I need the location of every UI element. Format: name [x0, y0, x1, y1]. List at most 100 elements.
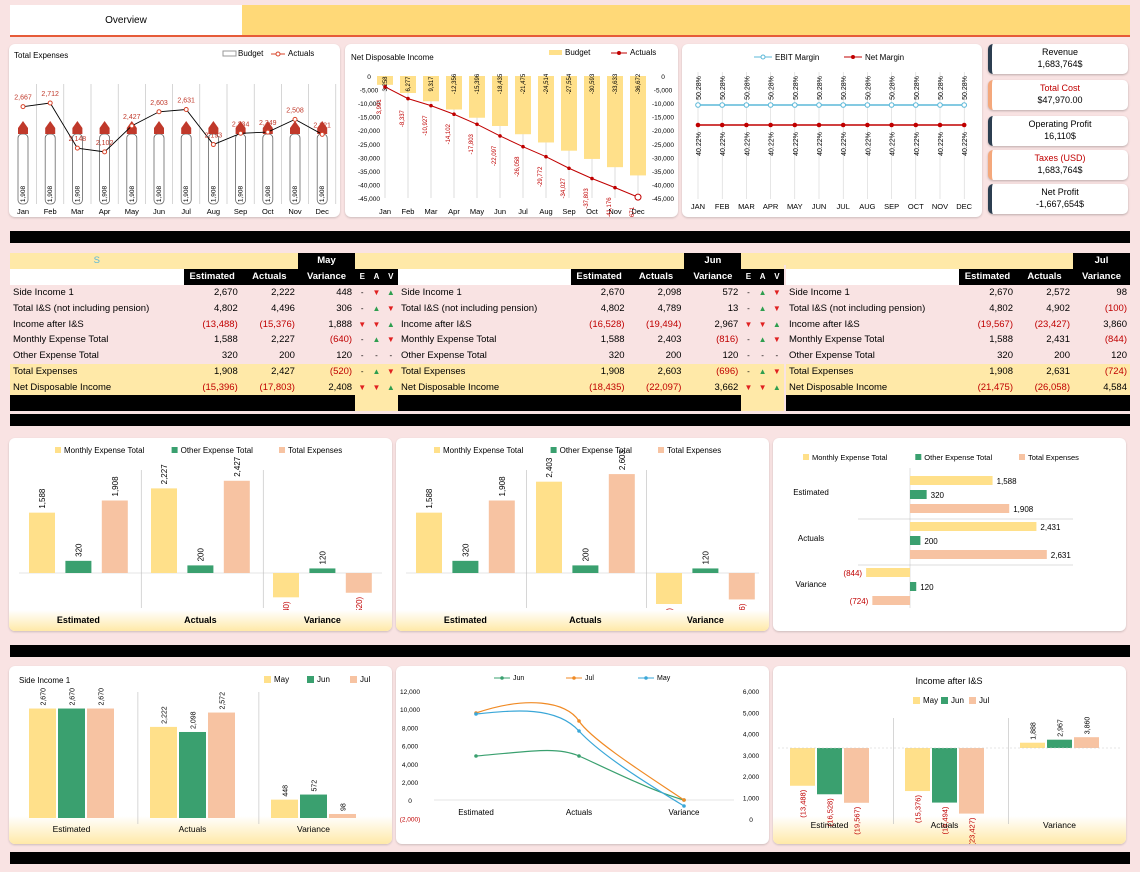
data-bar [29, 708, 56, 818]
col-variance: Variance [684, 268, 742, 285]
data-bar [790, 748, 815, 786]
x-tick-label: Sep [562, 207, 575, 216]
net-margin-point [695, 122, 701, 128]
actuals-point [74, 145, 80, 151]
category-label: Variance [669, 808, 701, 817]
ebit-value-label: 50.28% [938, 76, 945, 100]
x-tick-label: Feb [44, 207, 57, 216]
section-divider [10, 231, 1130, 243]
actuals-value-label: 2,321 [313, 122, 331, 129]
legend-swatch [222, 50, 237, 57]
y-tick-label: 8,000 [402, 725, 419, 732]
x-tick-label: Apr [99, 207, 111, 216]
row-label: Monthly Expense Total [789, 334, 885, 346]
value-label: (23,427) [968, 817, 977, 844]
legend-swatch [307, 676, 314, 683]
budget-value-label: -15,396 [475, 73, 481, 94]
row-label: Side Income 1 [401, 286, 462, 298]
actuals-point [47, 100, 53, 106]
row-label: Net Disposable Income [786, 379, 960, 396]
data-bar [844, 748, 869, 803]
budget-value-label: 1,908 [265, 185, 272, 202]
trend-v-icon: ▼ [772, 303, 781, 313]
legend-label: Monthly Expense Total [443, 446, 524, 455]
ebit-value-label: 50.28% [865, 76, 872, 100]
actuals-point [383, 85, 387, 89]
trend-a-icon: ▼ [372, 319, 381, 329]
x-tick-label: Mar [425, 207, 438, 216]
value-label: 448 [283, 785, 290, 797]
trend-v-icon: ▲ [383, 379, 398, 396]
series-point [474, 712, 478, 716]
trend-v-icon: ▼ [383, 363, 398, 380]
data-bar [309, 568, 336, 573]
budget-bar [607, 76, 623, 168]
data-bar [872, 596, 910, 605]
x-tick-label: Dec [316, 207, 330, 216]
legend-label: Jul [360, 675, 370, 684]
value-label: 320 [931, 491, 945, 500]
estimated-cell: 320 [997, 350, 1013, 362]
legend-swatch [549, 50, 562, 55]
month-row: S May [10, 253, 398, 269]
ebit-point [695, 102, 701, 108]
actuals-point [544, 154, 548, 159]
legend-swatch [913, 697, 920, 704]
margin-chart: EBIT Margin Net Margin 50.28% 40.22% JAN 50.2… [682, 44, 982, 217]
budget-bar [584, 76, 600, 159]
legend-swatch [572, 676, 576, 680]
trend-v-icon: ▲ [769, 379, 784, 396]
ebit-point [961, 102, 968, 108]
actuals-cell: 4,789 [657, 302, 682, 314]
legend-label: Other Expense Total [181, 446, 254, 455]
legend-swatch [941, 697, 948, 704]
ebit-point [840, 102, 846, 108]
actuals-value-label: -29,772 [538, 166, 544, 187]
ebit-value-label: 50.28% [769, 76, 776, 100]
budget-value-label: -18,435 [498, 73, 504, 94]
col-v: V [769, 268, 784, 285]
y-tick-label-right: -15,000 [652, 115, 674, 122]
kpi-label: Taxes (USD) [1034, 153, 1086, 163]
y-tick-label: -35,000 [358, 169, 380, 176]
net-margin-value-label: 40.22% [962, 132, 969, 156]
value-label: 1,908 [111, 476, 120, 497]
data-bar [959, 748, 984, 814]
net-margin-value-label: 40.22% [841, 132, 848, 156]
ebit-point [743, 102, 750, 108]
budget-bar-cap [72, 121, 83, 134]
budget-bar-cap [181, 121, 192, 134]
legend-swatch [550, 447, 557, 453]
estimated-cell: (15,396) [183, 379, 241, 396]
legend-swatch [658, 447, 664, 453]
estimated-cell: (21,475) [959, 379, 1016, 396]
actuals-point [590, 176, 594, 181]
trend-v-icon: ▼ [769, 363, 784, 380]
net-margin-value-label: 40.22% [744, 132, 751, 156]
y-tick-label: 12,000 [400, 689, 420, 696]
legend-label: May [657, 675, 671, 682]
data-bar [208, 712, 235, 818]
legend-label: Monthly Expense Total [64, 446, 145, 455]
actuals-point [406, 96, 410, 101]
net-margin-value-label: 40.22% [914, 132, 921, 156]
tab-overview[interactable]: Overview [10, 5, 242, 35]
data-bar [273, 573, 299, 598]
legend-swatch [275, 51, 281, 57]
actuals-point [613, 185, 617, 190]
kpi-label: Revenue [1041, 47, 1079, 57]
actuals-value-label: 3,991 [377, 99, 383, 115]
budget-bar [492, 76, 508, 126]
y-tick-label: -45,000 [358, 196, 380, 203]
ebit-point [719, 102, 726, 108]
actuals-point [452, 112, 456, 117]
legend-label: Jun [951, 696, 964, 705]
actuals-cell: 2,403 [657, 334, 682, 346]
actuals-point [238, 130, 244, 136]
row-label: Monthly Expense Total [13, 334, 109, 346]
legend-label: Budget [565, 48, 591, 57]
x-tick-label: May [470, 207, 484, 216]
estimated-cell: 1,908 [570, 363, 628, 380]
trend-a-icon: - [761, 351, 764, 361]
data-bar [452, 560, 479, 573]
